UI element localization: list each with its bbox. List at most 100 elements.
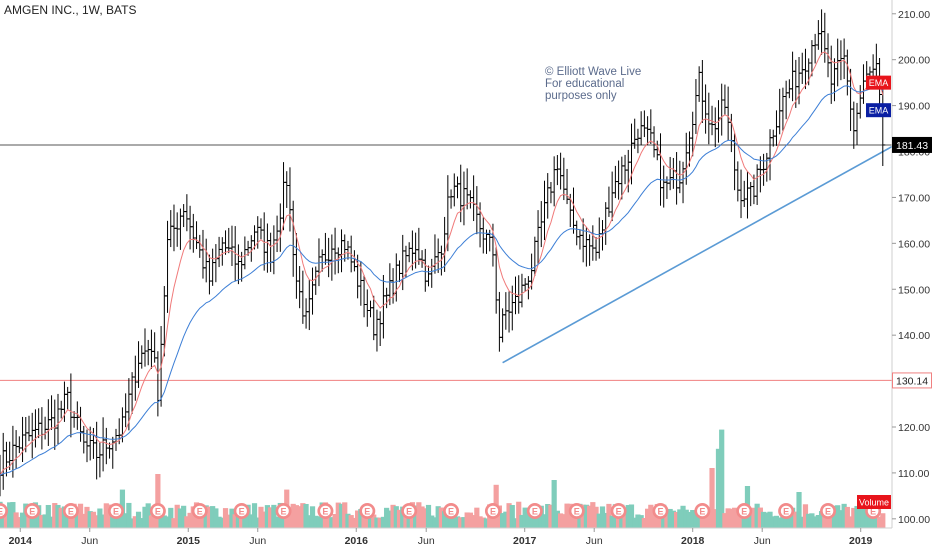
volume-bar [818,511,825,528]
ohlc-bar [258,218,264,240]
ohlc-bar [97,441,103,478]
volume-bar [300,503,306,528]
x-tick-label: Jun [249,535,266,547]
support-price-tag-label: 130.14 [896,375,928,387]
volume-bar [680,505,686,528]
ohlc-bar [577,230,583,250]
ohlc-bar [616,160,622,200]
ohlc-bar [345,240,351,260]
ohlc-bar [703,84,709,134]
volume-bar [309,506,316,528]
volume-bar [471,515,477,528]
ohlc-bar [339,229,345,273]
ohlc-bar [29,412,35,459]
volume-bar [396,509,403,528]
earnings-glyph: E [741,507,747,517]
volume-bar [757,507,763,528]
volume-bar [306,515,312,528]
x-tick-label: Jun [586,535,603,547]
volume-bar [554,510,560,528]
volume-bar [316,516,322,528]
volume-bar [477,516,483,528]
ohlc-bar [583,227,589,267]
earnings-glyph: E [29,507,35,517]
earnings-marker-inner [0,505,6,517]
ohlc-bar [622,154,628,185]
ohlc-bar [799,52,805,84]
volume-bar [590,502,596,528]
ohlc-bar [706,92,712,145]
y-tick-label: 200.00 [898,55,930,67]
volume-bar [361,516,367,528]
volume-bar [419,506,425,528]
volume-bar [529,517,535,528]
volume-bar [103,503,109,528]
ohlc-bar [194,221,200,250]
earnings-glyph: E [197,507,203,517]
ohlc-bar [574,220,580,246]
volume-bar [152,514,158,528]
volume-bar [187,512,193,528]
volume-bar [348,515,354,528]
ohlc-bar [674,152,680,205]
y-tick-label: 110.00 [898,468,929,480]
volume-bar [429,515,435,528]
volume-bar [545,503,551,528]
volume-bar [155,474,161,528]
volume-bar [445,509,451,528]
volume-bar [135,511,142,528]
volume-bar [564,503,570,528]
volume-bar [400,506,406,528]
ohlc-bar [831,58,837,102]
volume-bar [844,506,850,528]
volume-bar [496,505,502,528]
volume-bar [638,515,644,528]
trendline [502,142,899,364]
ohlc-bar [422,248,428,292]
volume-bar [448,511,454,528]
ohlc-bar [545,173,551,219]
earnings-marker-inner [110,505,122,517]
volume-bar [686,511,693,528]
y-tick-label: 190.00 [898,101,930,113]
volume-bar [422,508,428,528]
earnings-marker-inner [320,505,331,517]
watermark-line-3: purposes only [545,90,617,102]
ohlc-bar [815,20,821,50]
volume-bar [287,511,293,528]
earnings-glyph: E [68,507,74,517]
volume-bar [84,506,90,528]
ohlc-bar [593,237,599,261]
volume-bar [58,507,64,528]
volume-bar [142,506,148,528]
ohlc-bar [406,242,412,263]
ohlc-bar [744,171,750,219]
ohlc-bar [548,181,554,204]
ohlc-bars [0,9,886,497]
volume-bar [148,515,155,528]
volume-bar [229,508,235,528]
volume-bar [438,507,444,528]
ohlc-bar [49,395,55,430]
last-price-tag-label: 181.43 [896,140,928,152]
volume-bar [403,511,409,528]
volume-bar [290,503,296,528]
volume-bar [274,516,280,528]
volume-bar [326,517,332,528]
ohlc-bar [206,254,212,295]
volume-bar [822,515,828,528]
ohlc-bar [657,133,663,206]
volume-bar [715,448,722,528]
ohlc-bar [287,167,293,232]
volume-bar [519,514,525,528]
volume-bar [789,507,796,528]
volume-bar [358,509,364,528]
earnings-marker-inner [445,505,457,517]
earnings-marker-inner [403,505,415,517]
volume-bar [474,507,480,528]
ohlc-bar [226,227,232,254]
volume-bar [860,508,867,528]
volume-bar [36,505,42,528]
volume-bar [516,501,522,528]
